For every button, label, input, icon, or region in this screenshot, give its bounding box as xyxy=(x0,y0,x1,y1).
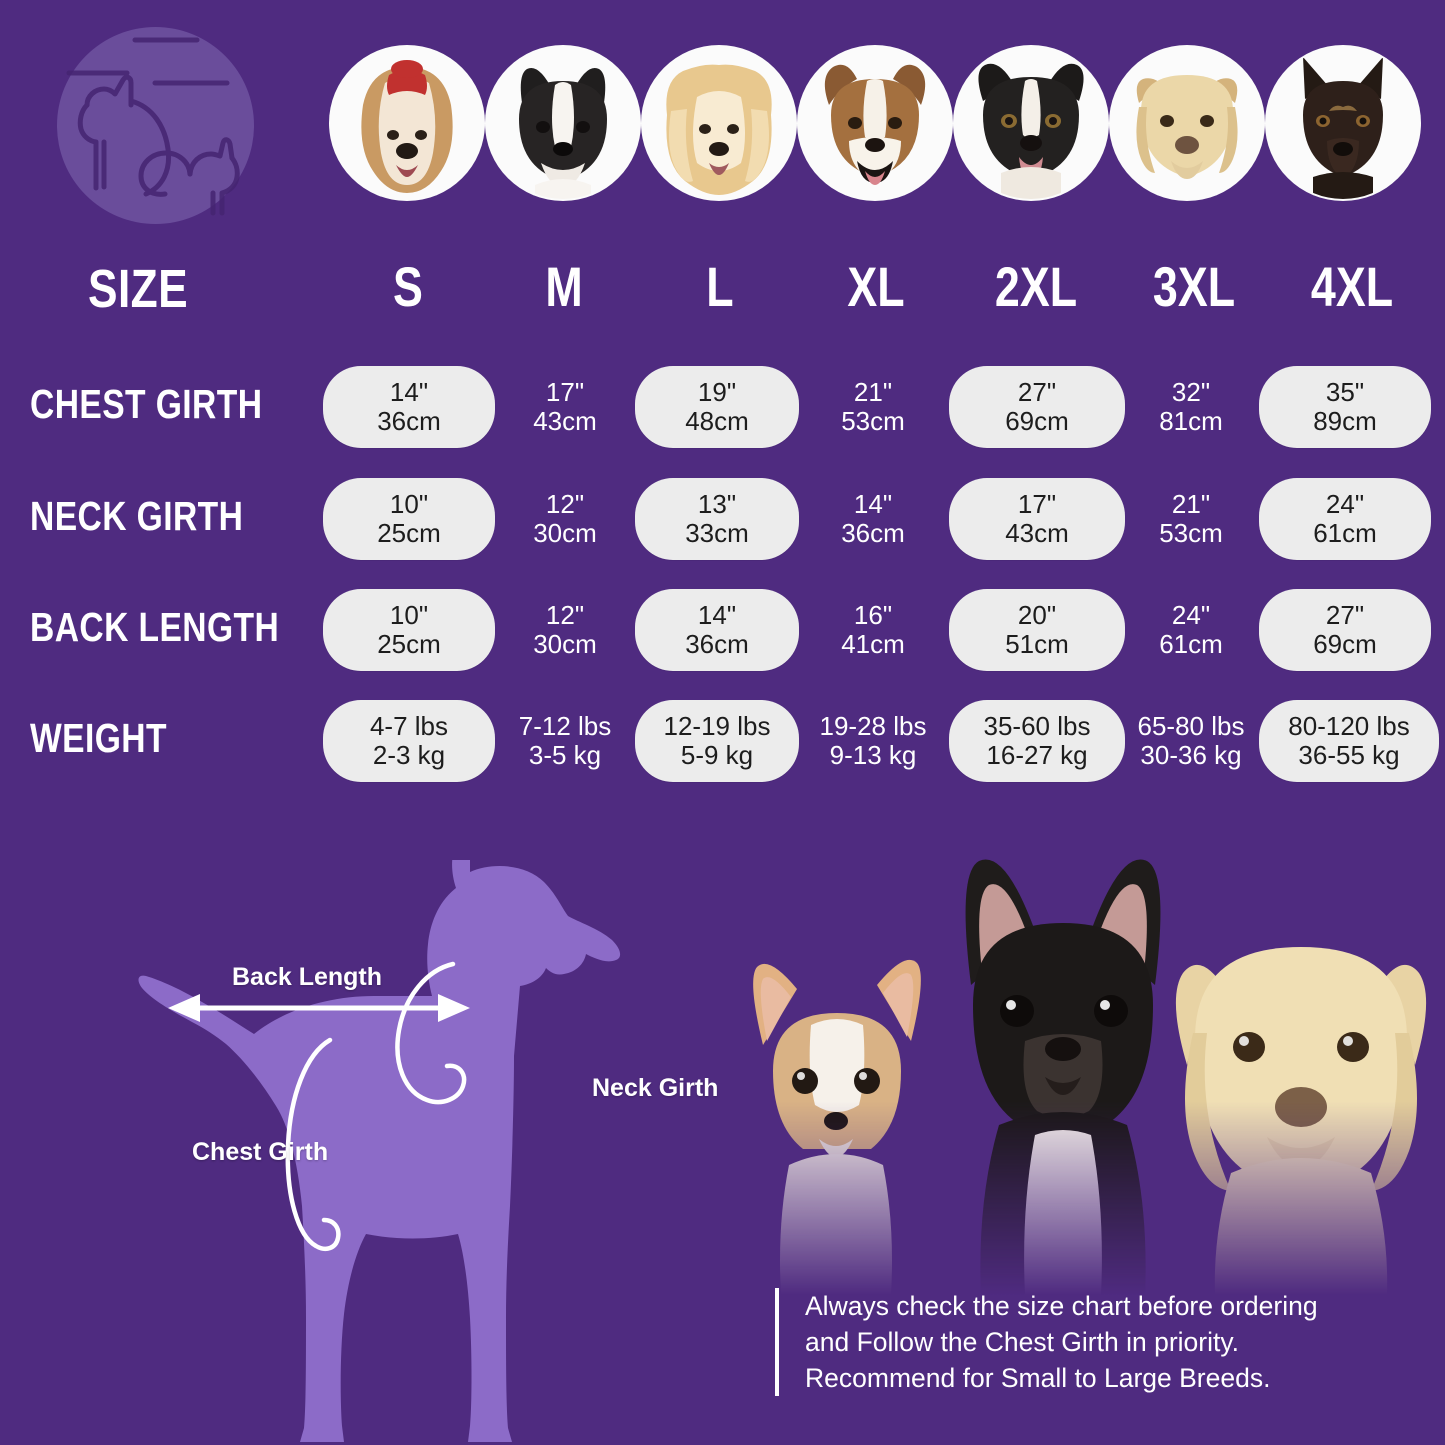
breed-boston-terrier xyxy=(485,45,641,201)
cell-chest-3xl: 32" 81cm xyxy=(1159,377,1223,437)
cell-back-4xl: 27" 69cm xyxy=(1259,589,1431,672)
note-line-1: Always check the size chart before order… xyxy=(805,1291,1318,1321)
cell-chest-m: 17" 43cm xyxy=(533,377,597,437)
back-length-arrow xyxy=(168,994,470,1022)
cell-back-2xl: 20" 51cm xyxy=(949,589,1125,672)
cell-weight-2xl: 35-60 lbs 16-27 kg xyxy=(949,700,1125,783)
labrador-photo xyxy=(1175,947,1427,1295)
dog-side-silhouette xyxy=(138,860,621,1442)
cell-weight-4xl: 80-120 lbs 36-55 kg xyxy=(1259,700,1439,783)
cell-neck-m: 12" 30cm xyxy=(533,489,597,549)
back-length-label: Back Length xyxy=(232,963,383,991)
cell-weight-m: 7-12 lbs 3-5 kg xyxy=(518,711,612,771)
breed-cocker-spaniel xyxy=(641,45,797,201)
row-label-back-length: BACK LENGTH xyxy=(30,604,280,650)
column-header-3xl: 3XL xyxy=(1152,255,1236,318)
chest-girth-label: Chest Girth xyxy=(192,1138,329,1166)
table-corner-label: SIZE xyxy=(88,259,189,319)
cell-back-xl: 16" 41cm xyxy=(841,600,905,660)
column-header-xl: XL xyxy=(847,255,905,318)
row-label-chest-girth: CHEST GIRTH xyxy=(30,381,263,427)
measurement-diagram xyxy=(0,860,760,1445)
cell-neck-4xl: 24" 61cm xyxy=(1259,478,1431,561)
cell-chest-s: 14" 36cm xyxy=(323,366,495,449)
cell-weight-l: 12-19 lbs 5-9 kg xyxy=(635,700,799,783)
note-line-2: and Follow the Chest Girth in priority. xyxy=(805,1327,1239,1358)
breed-beagle xyxy=(797,45,953,201)
chihuahua-photo xyxy=(753,959,921,1295)
breed-labrador-retriever xyxy=(1109,45,1265,201)
breed-doberman-pinscher xyxy=(1265,45,1421,201)
chest-girth-line xyxy=(285,1037,341,1251)
cell-neck-2xl: 17" 43cm xyxy=(949,478,1125,561)
column-header-2xl: 2XL xyxy=(994,255,1078,318)
cell-back-l: 14" 36cm xyxy=(635,589,799,672)
row-label-weight: WEIGHT xyxy=(30,715,167,761)
breed-photo-strip xyxy=(329,45,1421,205)
cell-chest-xl: 21" 53cm xyxy=(841,377,905,437)
cell-neck-l: 13" 33cm xyxy=(635,478,799,561)
cell-neck-xl: 14" 36cm xyxy=(841,489,905,549)
cell-back-s: 10" 25cm xyxy=(323,589,495,672)
cell-chest-4xl: 35" 89cm xyxy=(1259,366,1431,449)
breed-shih-tzu xyxy=(329,45,485,201)
dog-cat-logo-watermark xyxy=(57,27,254,224)
column-header-m: M xyxy=(545,255,583,318)
column-header-l: L xyxy=(706,255,734,318)
cell-back-3xl: 24" 61cm xyxy=(1159,600,1223,660)
breed-border-collie xyxy=(953,45,1109,201)
size-chart-note: Always check the size chart before order… xyxy=(775,1288,1445,1397)
cell-weight-3xl: 65-80 lbs 30-36 kg xyxy=(1137,711,1245,771)
cell-weight-s: 4-7 lbs 2-3 kg xyxy=(323,700,495,783)
neck-girth-label: Neck Girth xyxy=(592,1074,719,1102)
french-bulldog-photo xyxy=(965,859,1161,1295)
cell-back-m: 12" 30cm xyxy=(533,600,597,660)
note-line-3: Recommend for Small to Large Breeds. xyxy=(805,1363,1271,1394)
column-header-s: S xyxy=(393,255,423,318)
row-label-neck-girth: NECK GIRTH xyxy=(30,493,244,539)
photo-dogs-group xyxy=(715,835,1445,1295)
column-header-4xl: 4XL xyxy=(1310,255,1394,318)
cell-chest-2xl: 27" 69cm xyxy=(949,366,1125,449)
cell-weight-xl: 19-28 lbs 9-13 kg xyxy=(819,711,927,771)
cell-chest-l: 19" 48cm xyxy=(635,366,799,449)
neck-girth-line xyxy=(395,961,467,1105)
cell-neck-3xl: 21" 53cm xyxy=(1159,489,1223,549)
cell-neck-s: 10" 25cm xyxy=(323,478,495,561)
